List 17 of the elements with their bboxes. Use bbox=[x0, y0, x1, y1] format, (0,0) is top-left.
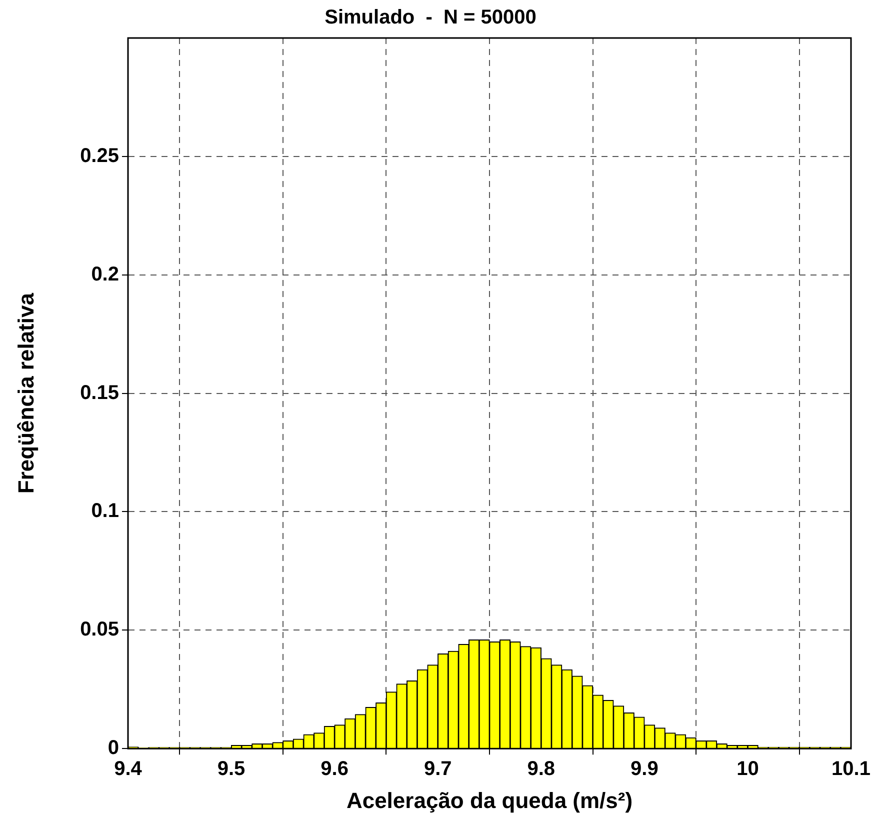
x-tick-label: 9.5 bbox=[217, 758, 246, 780]
y-tick-label: 0.1 bbox=[91, 500, 119, 522]
chart-title: Simulado - N = 50000 bbox=[324, 6, 536, 29]
y-tick-label: 0.05 bbox=[80, 618, 119, 641]
y-tick-label: 0.25 bbox=[80, 144, 119, 167]
y-tick-label: 0.2 bbox=[91, 263, 119, 286]
x-tick-label: 9.9 bbox=[630, 758, 658, 780]
x-tick-label: 9.4 bbox=[114, 758, 143, 780]
y-axis-title: Freqüência relativa bbox=[13, 292, 38, 494]
x-axis-title: Aceleração da queda (m/s²) bbox=[346, 788, 633, 813]
x-tick-label: 10.1 bbox=[832, 758, 870, 780]
y-tick-label: 0 bbox=[108, 737, 119, 760]
x-tick-label: 9.6 bbox=[320, 758, 348, 780]
y-tick-label: 0.15 bbox=[80, 382, 119, 404]
x-tick-label: 10 bbox=[736, 758, 759, 780]
x-tick-label: 9.7 bbox=[424, 758, 452, 780]
x-tick-label: 9.8 bbox=[527, 758, 556, 780]
